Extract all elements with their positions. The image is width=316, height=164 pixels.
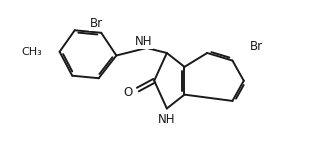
Text: CH₃: CH₃ [21, 47, 42, 57]
Text: Br: Br [250, 40, 263, 53]
Text: Br: Br [90, 18, 103, 31]
Text: NH: NH [158, 113, 176, 126]
Text: O: O [123, 86, 132, 99]
Text: NH: NH [135, 35, 153, 48]
